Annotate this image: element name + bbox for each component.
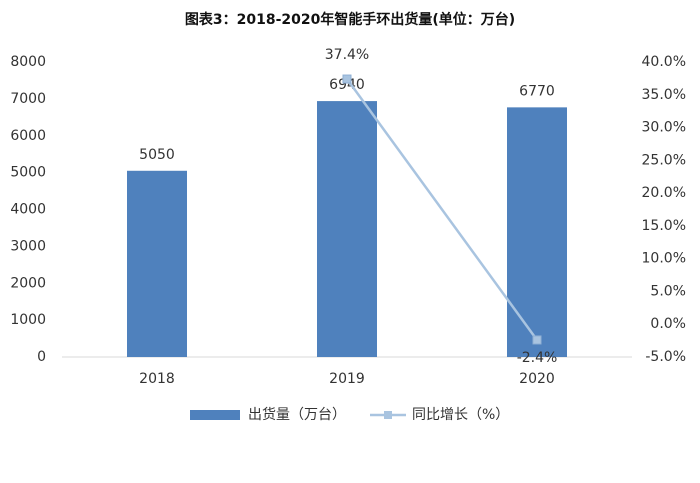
y-tick-label: 6000 <box>10 128 46 144</box>
legend-swatch-marker <box>384 411 392 419</box>
legend-label: 出货量（万台） <box>248 406 346 423</box>
bar <box>317 101 377 358</box>
bar <box>507 107 567 357</box>
y2-tick-label: 5.0% <box>650 283 686 299</box>
bar <box>127 170 187 357</box>
y-tick-label: 8000 <box>10 54 46 70</box>
y2-tick-label: -5.0% <box>645 349 686 365</box>
data-label: -2.4% <box>517 350 558 366</box>
y-tick-label: 3000 <box>10 238 46 254</box>
line-marker <box>342 74 352 84</box>
y2-tick-label: 30.0% <box>642 120 686 136</box>
y-tick-label: 1000 <box>10 312 46 328</box>
line-marker <box>532 335 542 345</box>
y-tick-label: 5000 <box>10 165 46 181</box>
y2-tick-label: 10.0% <box>642 251 686 267</box>
y-tick-label: 7000 <box>10 91 46 107</box>
x-tick-label: 2020 <box>519 371 555 387</box>
x-tick-label: 2018 <box>139 371 175 387</box>
x-tick-label: 2019 <box>329 371 365 387</box>
legend-swatch <box>190 410 240 420</box>
data-label: 5050 <box>139 147 175 163</box>
y-tick-label: 2000 <box>10 275 46 291</box>
y2-tick-label: 20.0% <box>642 185 686 201</box>
line <box>345 78 539 341</box>
y2-tick-label: 0.0% <box>650 316 686 332</box>
y2-tick-label: 15.0% <box>642 218 686 234</box>
y2-tick-label: 25.0% <box>642 152 686 168</box>
chart-title: 图表3：2018-2020年智能手环出货量(单位：万台) <box>185 11 515 28</box>
legend-label: 同比增长（%） <box>412 407 509 423</box>
y-tick-label: 4000 <box>10 202 46 218</box>
data-label: 37.4% <box>325 47 369 63</box>
y2-tick-label: 35.0% <box>642 87 686 103</box>
y-tick-label: 0 <box>37 349 46 365</box>
y2-tick-label: 40.0% <box>642 54 686 70</box>
data-label: 6940 <box>329 77 365 93</box>
data-label: 6770 <box>519 83 555 99</box>
